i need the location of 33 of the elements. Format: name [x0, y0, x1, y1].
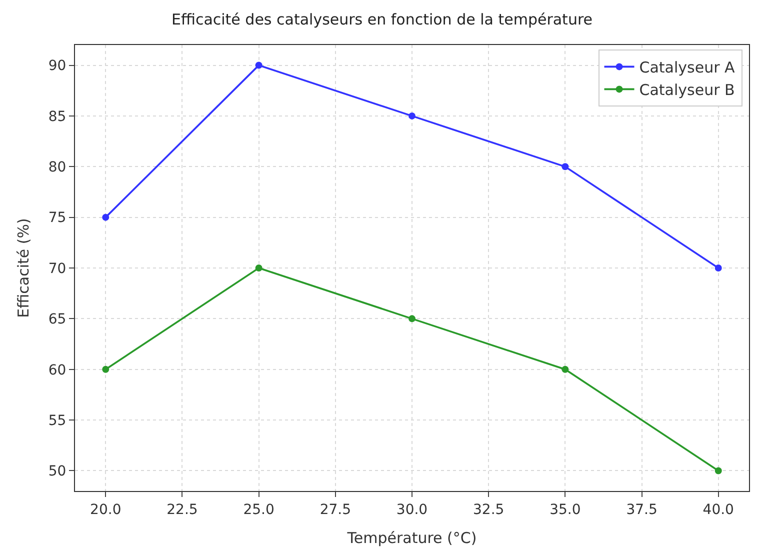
- y-tick-label: 80: [48, 160, 66, 176]
- y-tick-label: 50: [48, 464, 66, 480]
- legend-label: Catalyseur B: [639, 81, 735, 100]
- y-tick-label: 85: [48, 108, 66, 125]
- point: [102, 214, 110, 221]
- x-tick-label: 22.5: [166, 502, 198, 518]
- y-tick-label: 70: [48, 260, 66, 277]
- point: [562, 366, 569, 373]
- x-tick-label: 37.5: [626, 502, 658, 518]
- x-tick-label: 40.0: [702, 502, 734, 518]
- legend-label: Catalyseur A: [639, 58, 736, 77]
- y-tick-label: 55: [48, 412, 66, 429]
- x-tick-label: 30.0: [396, 502, 428, 518]
- x-tick-label: 27.5: [320, 502, 351, 518]
- x-tick-label: 35.0: [550, 502, 581, 518]
- point: [562, 163, 569, 170]
- x-tick-label: 32.5: [473, 502, 504, 518]
- point: [408, 315, 416, 322]
- point: [714, 467, 722, 474]
- y-axis-title: Efficacité (%): [14, 218, 33, 318]
- y-tick-label: 65: [48, 312, 66, 328]
- y-tick-label: 75: [48, 210, 66, 226]
- point: [408, 112, 416, 120]
- point: [255, 62, 262, 69]
- x-tick-label: 25.0: [243, 502, 274, 518]
- chart-title: Efficacité des catalyseurs en fonction de la température: [171, 10, 593, 28]
- y-tick-label: 90: [48, 58, 66, 74]
- point: [255, 264, 262, 272]
- point: [714, 264, 722, 272]
- x-axis-title: Température (°C): [346, 528, 477, 547]
- x-tick-label: 20.0: [90, 502, 122, 518]
- point: [102, 366, 110, 373]
- y-tick-label: 60: [48, 362, 66, 378]
